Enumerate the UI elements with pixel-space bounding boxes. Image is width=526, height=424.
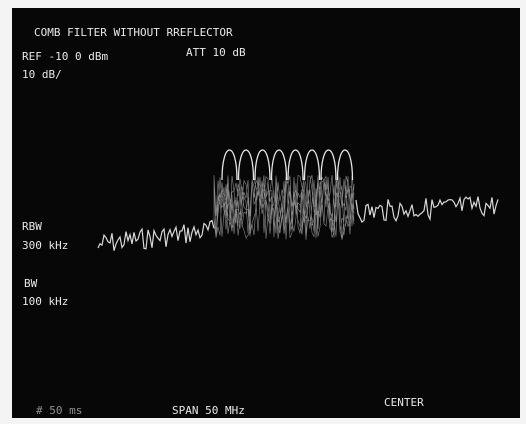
analyzer-display: COMB FILTER WITHOUT RREFLECTOR REF -10 0… xyxy=(0,0,526,424)
ref-level: REF -10 0 dBm xyxy=(22,50,108,63)
scale: 10 dB/ xyxy=(22,68,62,81)
bw-value: 100 kHz xyxy=(22,295,68,308)
bw-label: BW xyxy=(24,277,38,290)
attenuation: ATT 10 dB xyxy=(186,46,246,59)
rbw-value: 300 kHz xyxy=(22,239,68,252)
span: SPAN 50 MHz xyxy=(172,404,245,417)
center: CENTER xyxy=(384,396,424,409)
rbw-label: RBW xyxy=(22,220,42,233)
sweep-time: # 50 ms xyxy=(36,404,82,417)
crt xyxy=(12,8,520,418)
screen-photo: COMB FILTER WITHOUT RREFLECTOR REF -10 0… xyxy=(0,0,526,424)
title: COMB FILTER WITHOUT RREFLECTOR xyxy=(34,26,233,39)
